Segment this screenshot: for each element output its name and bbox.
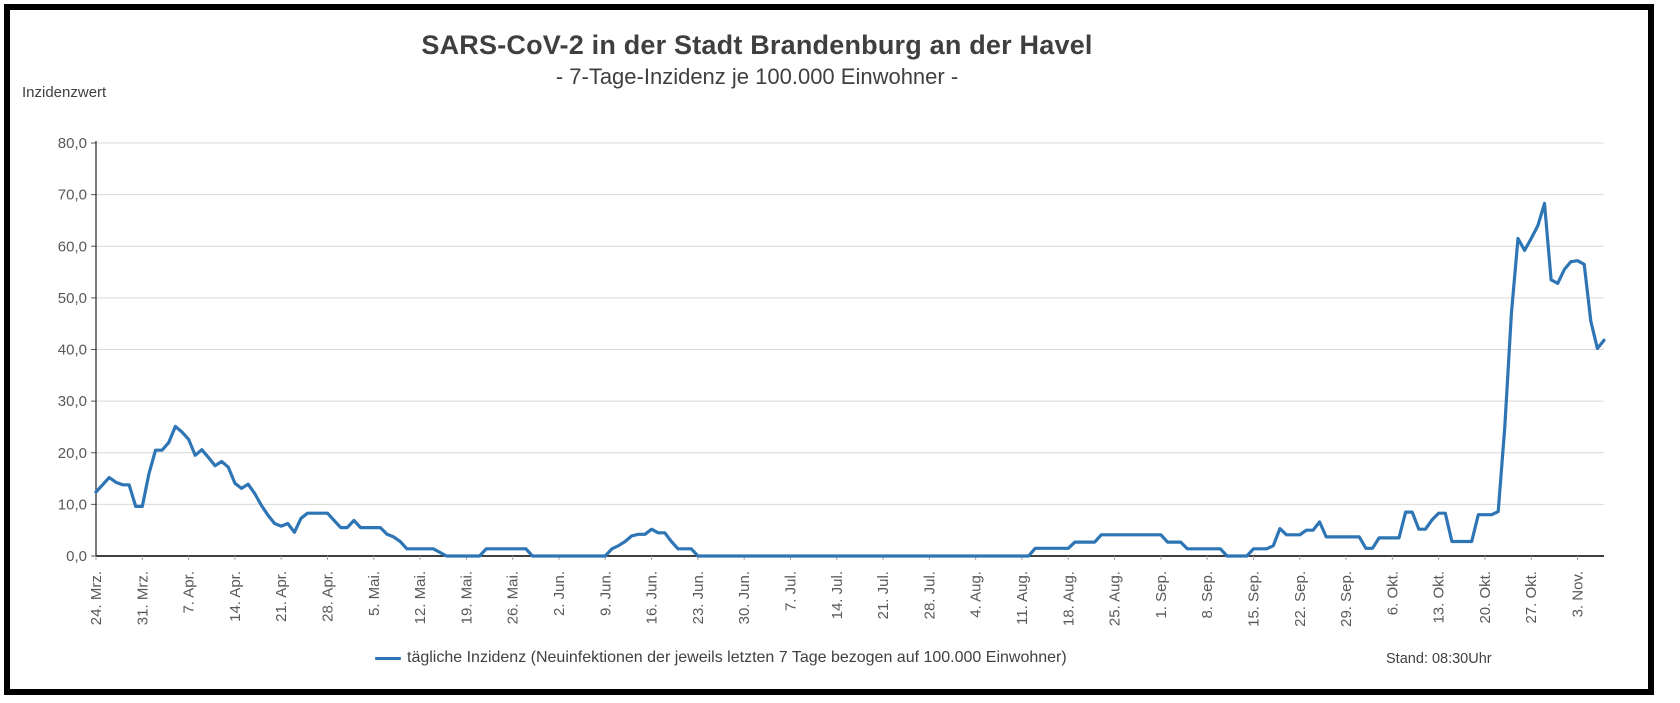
svg-text:26. Mai.: 26. Mai. bbox=[505, 571, 522, 624]
svg-text:30. Jun.: 30. Jun. bbox=[736, 571, 753, 624]
chart-subtitle: - 7-Tage-Inzidenz je 100.000 Einwohner - bbox=[555, 64, 959, 90]
svg-text:21. Apr.: 21. Apr. bbox=[273, 571, 290, 622]
svg-text:0,0: 0,0 bbox=[66, 548, 87, 565]
svg-text:20. Okt.: 20. Okt. bbox=[1477, 571, 1494, 624]
svg-text:10,0: 10,0 bbox=[58, 496, 87, 513]
svg-text:13. Okt.: 13. Okt. bbox=[1431, 571, 1448, 624]
y-axis-title: Inzidenzwert bbox=[22, 84, 107, 101]
svg-text:70,0: 70,0 bbox=[58, 187, 87, 204]
svg-text:9. Jun.: 9. Jun. bbox=[597, 571, 614, 616]
chart-legend: tägliche Inzidenz (Neuinfektionen der je… bbox=[375, 649, 1067, 667]
chart-title-block: SARS-CoV-2 in der Stadt Brandenburg an d… bbox=[0, 30, 1514, 90]
svg-text:60,0: 60,0 bbox=[58, 238, 87, 255]
x-axis-tick-labels: 24. Mrz. 31. Mrz. 7. Apr. 14. Apr. 21. Apr. 2… bbox=[88, 571, 1587, 627]
svg-text:15. Sep.: 15. Sep. bbox=[1245, 571, 1262, 627]
svg-text:23. Jun.: 23. Jun. bbox=[690, 571, 707, 624]
svg-text:2. Jun.: 2. Jun. bbox=[551, 571, 568, 616]
svg-text:3. Nov.: 3. Nov. bbox=[1570, 571, 1587, 617]
chart-title: SARS-CoV-2 in der Stadt Brandenburg an d… bbox=[421, 30, 1093, 60]
svg-text:24. Mrz.: 24. Mrz. bbox=[88, 571, 105, 625]
y-axis-tick-labels: 0,0 10,0 20,0 30,0 40,0 50,0 60,0 70,0 80,0 bbox=[58, 135, 87, 565]
svg-text:30,0: 30,0 bbox=[58, 393, 87, 410]
svg-text:19. Mai.: 19. Mai. bbox=[458, 571, 475, 624]
svg-text:7. Apr.: 7. Apr. bbox=[181, 571, 198, 614]
legend-line-marker bbox=[375, 656, 401, 660]
incidence-series-line bbox=[94, 201, 1606, 558]
svg-text:20,0: 20,0 bbox=[58, 445, 87, 462]
svg-text:28. Apr.: 28. Apr. bbox=[319, 571, 336, 622]
svg-text:14. Apr.: 14. Apr. bbox=[227, 571, 244, 622]
svg-text:50,0: 50,0 bbox=[58, 290, 87, 307]
gridlines bbox=[96, 142, 1604, 505]
svg-text:16. Jun.: 16. Jun. bbox=[644, 571, 661, 624]
legend-label: tägliche Inzidenz (Neuinfektionen der je… bbox=[407, 649, 1067, 666]
svg-text:5. Mai.: 5. Mai. bbox=[366, 571, 383, 616]
svg-text:14. Jul.: 14. Jul. bbox=[829, 571, 846, 619]
svg-text:8. Sep.: 8. Sep. bbox=[1199, 571, 1216, 619]
axes bbox=[91, 141, 1604, 560]
svg-text:12. Mai.: 12. Mai. bbox=[412, 571, 429, 624]
stand-note: Stand: 08:30Uhr bbox=[1386, 651, 1492, 667]
svg-text:21. Jul.: 21. Jul. bbox=[875, 571, 892, 619]
svg-text:27. Okt.: 27. Okt. bbox=[1523, 571, 1540, 624]
svg-text:25. Aug.: 25. Aug. bbox=[1107, 571, 1124, 626]
svg-text:31. Mrz.: 31. Mrz. bbox=[134, 571, 151, 625]
incidence-chart: 0,0 10,0 20,0 30,0 40,0 50,0 60,0 70,0 80,0 24. M… bbox=[58, 135, 1606, 627]
svg-text:4. Aug.: 4. Aug. bbox=[968, 571, 985, 618]
svg-text:11. Aug.: 11. Aug. bbox=[1014, 571, 1031, 625]
svg-text:28. Jul.: 28. Jul. bbox=[921, 571, 938, 619]
svg-text:1. Sep.: 1. Sep. bbox=[1153, 571, 1170, 619]
svg-text:29. Sep.: 29. Sep. bbox=[1338, 571, 1355, 627]
svg-text:7. Jul.: 7. Jul. bbox=[782, 571, 799, 611]
svg-text:6. Okt.: 6. Okt. bbox=[1384, 571, 1401, 615]
svg-text:22. Sep.: 22. Sep. bbox=[1292, 571, 1309, 627]
svg-text:18. Aug.: 18. Aug. bbox=[1060, 571, 1077, 626]
svg-text:80,0: 80,0 bbox=[58, 135, 87, 152]
svg-text:40,0: 40,0 bbox=[58, 342, 87, 359]
